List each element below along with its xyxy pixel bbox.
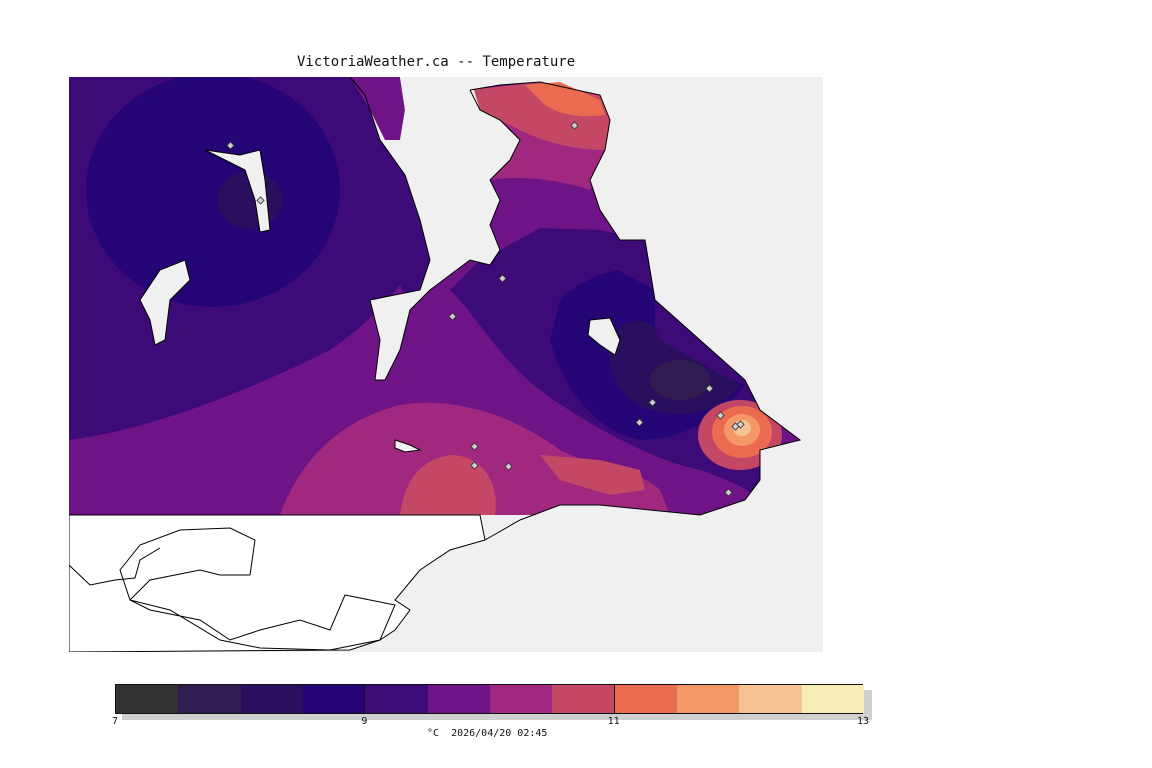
colorbar-tick-label: 7: [111, 716, 119, 727]
station-marker[interactable]: [705, 384, 714, 393]
colorbar-swatch: [490, 685, 553, 713]
field-band-south-warmer: [400, 455, 496, 515]
station-marker[interactable]: [716, 411, 725, 420]
station-marker[interactable]: [570, 121, 579, 130]
east-water-mask: [480, 77, 823, 652]
colorbar-swatch: [552, 685, 616, 713]
colorbar-swatch: [427, 685, 491, 713]
station-marker[interactable]: [448, 312, 457, 321]
colorbar-tick-label: 11: [607, 716, 620, 727]
colorbar: [115, 684, 865, 714]
units-timestamp: °C 2026/04/20 02:45: [427, 728, 548, 739]
map-title: VictoriaWeather.ca -- Temperature: [297, 54, 576, 70]
lake-small: [394, 439, 422, 453]
station-marker[interactable]: [724, 488, 733, 497]
coastline-west: [349, 77, 521, 381]
colorbar-swatch: [240, 685, 304, 713]
water-inlet-mask: [370, 77, 520, 380]
colorbar-tick-line: [613, 685, 615, 713]
field-band-inlet-warm: [540, 455, 645, 495]
colorbar-swatch: [801, 685, 865, 713]
station-marker[interactable]: [470, 442, 479, 451]
station-marker[interactable]: [736, 420, 745, 429]
mainland-coast: [69, 547, 161, 586]
colorbar-swatch: [614, 685, 678, 713]
colorbar-swatch: [303, 685, 366, 713]
station-markers: [226, 121, 745, 497]
colorbar-tick-label: 13: [856, 716, 870, 727]
station-marker[interactable]: [256, 196, 265, 205]
field-band-south-warm: [280, 402, 670, 515]
field-band-north-tip: [525, 82, 605, 117]
station-marker[interactable]: [648, 398, 657, 407]
lake-central: [204, 149, 271, 233]
colorbar-swatch: [677, 685, 740, 713]
colorbar-swatch: [116, 685, 179, 713]
field-band-north-lower: [500, 228, 655, 290]
colorbar-tick-line: [364, 685, 366, 713]
field-band-cold-core: [86, 77, 340, 307]
temperature-field: [69, 77, 800, 515]
colorbar-tick-label: 9: [361, 716, 368, 727]
field-band-east-coldest: [650, 360, 710, 400]
island-outline: [119, 527, 396, 651]
colorbar-swatch: [365, 685, 429, 713]
lake-west: [139, 259, 191, 346]
lake-east: [587, 317, 621, 356]
colorbar-swatch: [739, 685, 803, 713]
coastline-east: [469, 81, 802, 541]
station-marker[interactable]: [470, 461, 479, 470]
station-marker[interactable]: [504, 462, 513, 471]
station-marker[interactable]: [226, 141, 235, 150]
station-marker[interactable]: [498, 274, 507, 283]
station-marker[interactable]: [635, 418, 644, 427]
colorbar-swatch: [178, 685, 242, 713]
